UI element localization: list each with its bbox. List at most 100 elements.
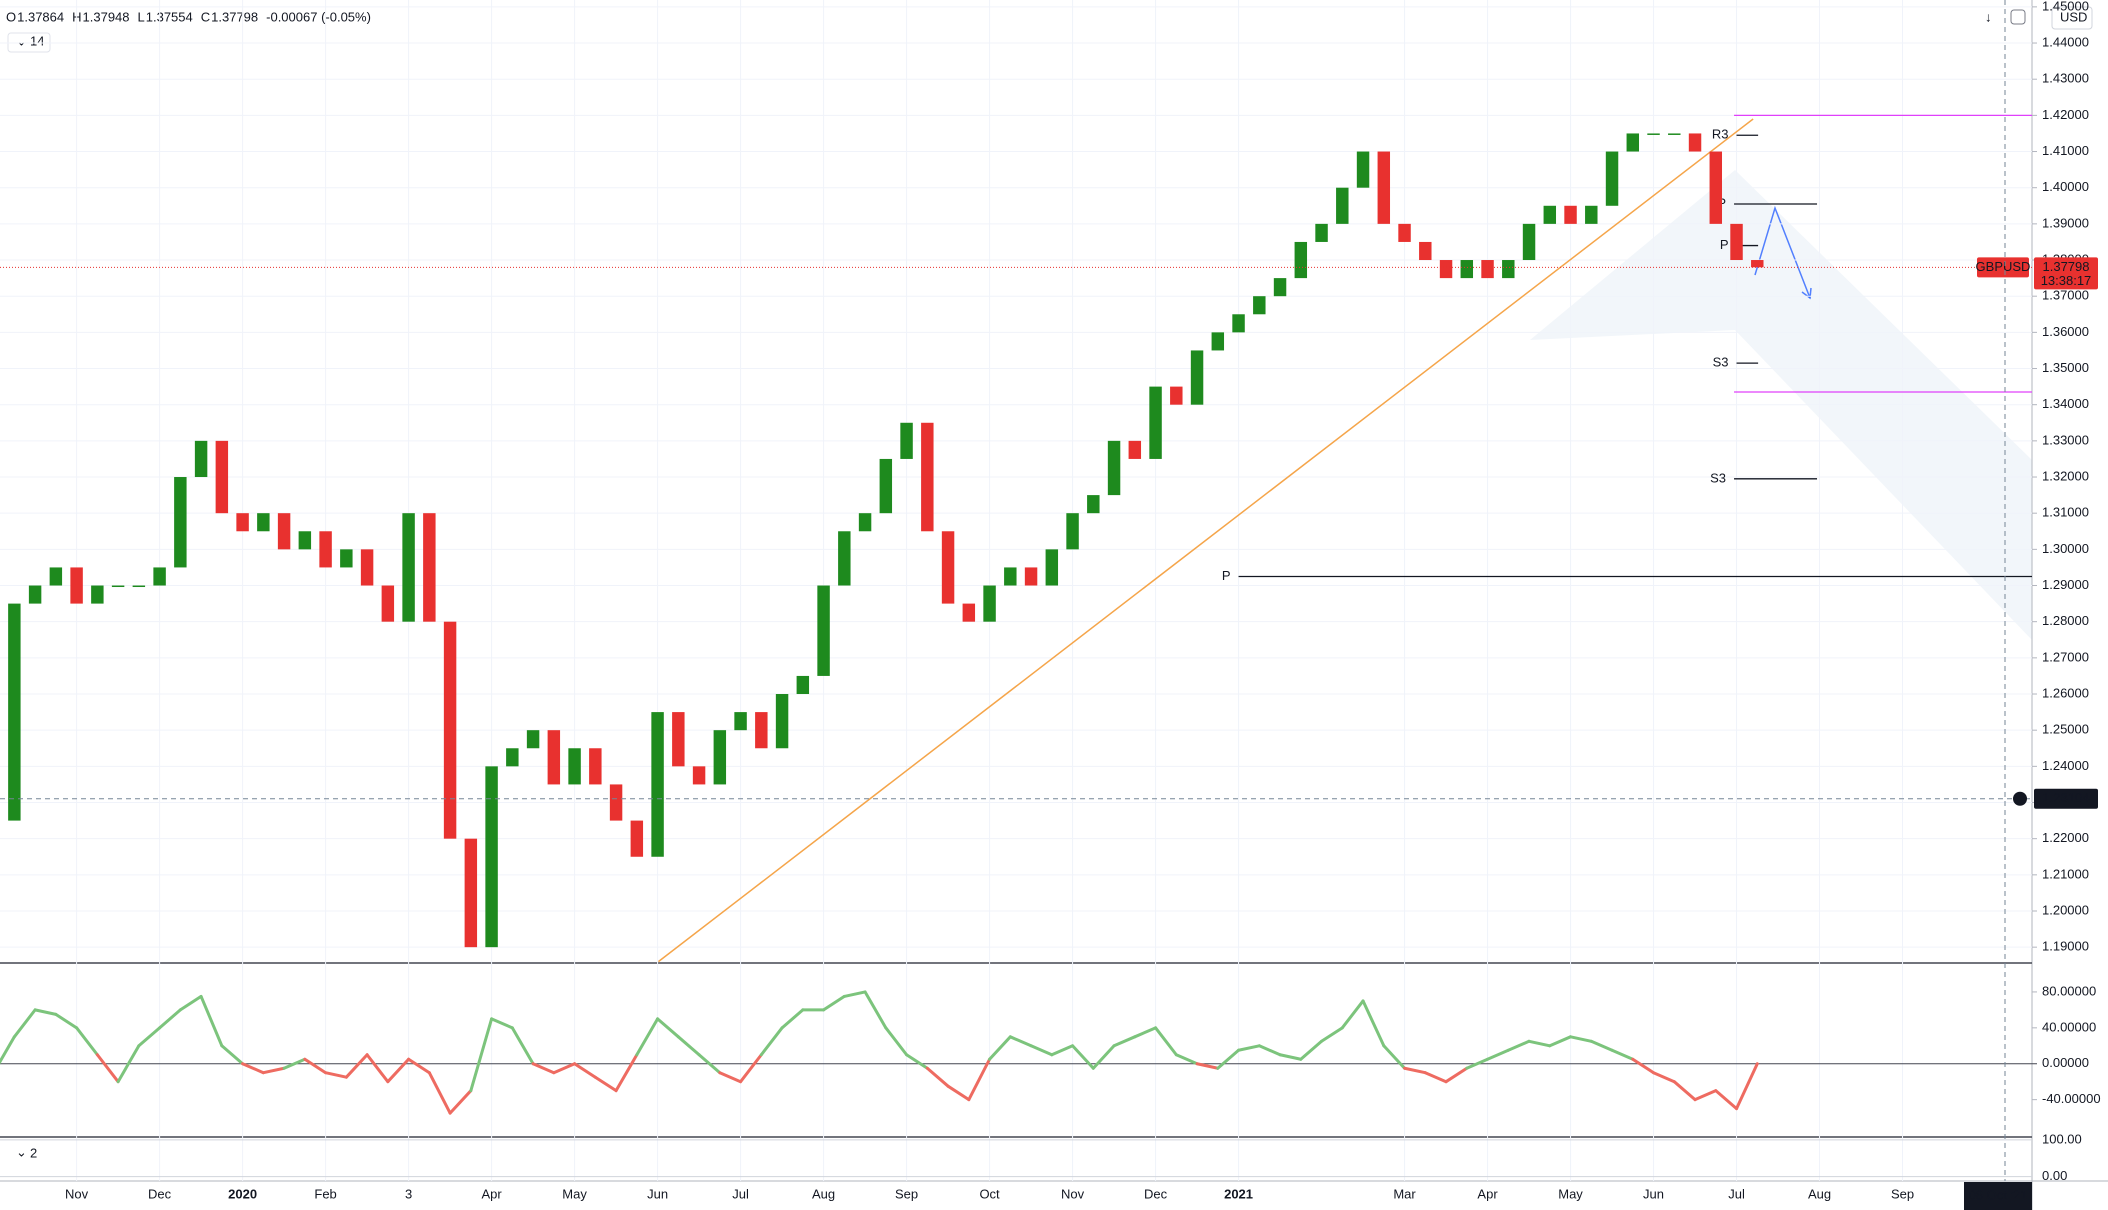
candle [132, 585, 146, 588]
candle [1024, 567, 1038, 586]
oscillator-segment [1423, 1071, 1448, 1084]
y-tick-label: 1.42000 [2042, 107, 2089, 122]
y-tick-label: 1.37000 [2042, 288, 2089, 303]
oscillator-segment [842, 990, 867, 998]
ohlc-value: 1.37864 [17, 9, 64, 24]
oscillator-segment [1361, 999, 1386, 1048]
price-tag [2034, 257, 2098, 290]
candle [1398, 223, 1411, 242]
x-tick-label: May [1558, 1186, 1583, 1201]
oscillator-segment [1320, 1026, 1344, 1043]
oscillator-segment [448, 1089, 473, 1115]
oscillator-segment [552, 1062, 577, 1075]
candle [589, 748, 602, 785]
oscillator-segment [241, 1062, 265, 1075]
oscillator-segment [1652, 1071, 1676, 1084]
projection-arrow [1754, 205, 1811, 299]
oscillator-segment [1174, 1053, 1199, 1066]
oscillator-segment [1569, 1035, 1593, 1043]
oscillator-segment [531, 1062, 556, 1075]
y-tick-label: 0.00000 [2042, 1055, 2089, 1070]
x-tick-label: Jun [1643, 1186, 1664, 1201]
oscillator-segment [1672, 1080, 1697, 1102]
x-tick-label: Jun [647, 1186, 668, 1201]
oscillator-segment [1610, 1048, 1635, 1061]
candle [1522, 223, 1536, 261]
x-tick-label: Apr [1477, 1186, 1498, 1201]
oscillator-segment [1112, 1035, 1137, 1048]
x-tick-label: Apr [481, 1186, 502, 1201]
add-alert-icon[interactable] [2013, 791, 2027, 806]
oscillator-segment [1486, 1048, 1510, 1061]
candle [1356, 151, 1370, 188]
candle [1688, 133, 1702, 152]
y-tick-label: 1.33000 [2042, 432, 2089, 447]
currency-button[interactable] [2051, 6, 2093, 30]
scroll-icon[interactable]: ↓ [1985, 9, 1992, 24]
candle [423, 513, 436, 622]
candle [194, 440, 208, 478]
currency: USD [2060, 9, 2087, 24]
indicator-tag[interactable] [7, 32, 51, 53]
candle [464, 838, 478, 948]
oscillator-segment [1008, 1035, 1033, 1048]
candle [111, 585, 125, 588]
candle [1315, 223, 1328, 242]
y-tick-label: 1.43000 [2042, 71, 2089, 86]
y-tick-label: 0.00 [2042, 1168, 2067, 1183]
candle [734, 712, 747, 731]
candle [692, 766, 706, 785]
x-tick-label: Nov [65, 1186, 89, 1201]
candle [1190, 350, 1204, 405]
candle [381, 585, 395, 622]
oscillator-segment [95, 1053, 120, 1084]
candle [1543, 205, 1557, 224]
oscillator-segment [863, 990, 888, 1030]
candle [1439, 260, 1453, 279]
candle [1460, 260, 1474, 279]
oscillator-segment [905, 1053, 929, 1070]
level-label: S3 [1713, 355, 1729, 370]
caret: ⌄ [16, 1144, 27, 1159]
candle [1107, 440, 1121, 496]
oscillator-segment [1133, 1026, 1158, 1039]
candle [1004, 567, 1017, 586]
candle [547, 730, 561, 785]
candle [1066, 513, 1079, 550]
level-label: P [1720, 237, 1729, 252]
oscillator-segment [1548, 1035, 1573, 1048]
oscillator-segment [656, 1017, 680, 1039]
candle [49, 567, 63, 586]
candle [713, 730, 727, 785]
x-tick-label: Dec [1144, 1186, 1168, 1201]
oscillator-segment [1029, 1044, 1054, 1057]
candle [1481, 260, 1494, 279]
oscillator-segment [718, 1071, 743, 1084]
trendline [657, 118, 1754, 963]
y-tick-label: 1.32000 [2042, 468, 2089, 483]
candle [672, 712, 685, 767]
oscillator-segment [1527, 1039, 1552, 1048]
candle [858, 513, 872, 532]
oscillator-segment [1444, 1066, 1469, 1084]
candle [755, 712, 768, 749]
oscillator-segment [261, 1066, 286, 1075]
y-tick-label: 1.45000 [2042, 0, 2089, 13]
y-tick-label: 1.28000 [2042, 613, 2089, 628]
oscillator-segment [1278, 1053, 1303, 1061]
settings-icon[interactable] [2010, 9, 2026, 25]
oscillator-segment [1071, 1044, 1095, 1070]
candle [319, 531, 332, 568]
candle [340, 549, 353, 568]
candle [838, 531, 851, 586]
oscillator-segment [1506, 1039, 1531, 1052]
candle [1128, 440, 1142, 459]
level-label: R3 [1712, 127, 1729, 142]
oscillator-segment [1340, 999, 1365, 1030]
candle [900, 422, 913, 459]
candle [1668, 133, 1681, 135]
candle [1045, 549, 1059, 586]
candle [962, 603, 976, 622]
candle [277, 513, 291, 550]
x-tick-label: Dec [148, 1186, 172, 1201]
